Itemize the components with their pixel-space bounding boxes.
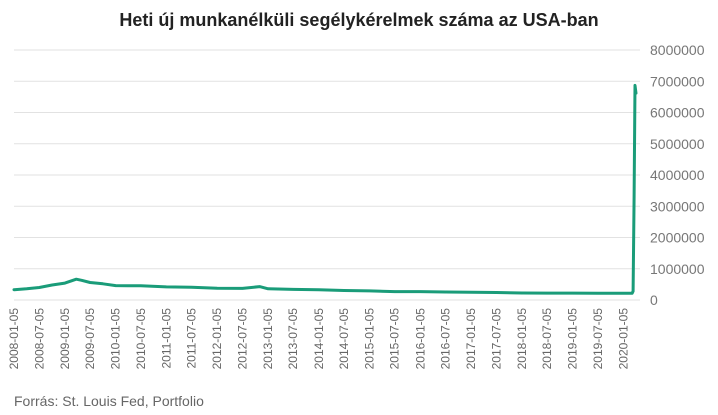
x-tick-label: 2009-01-05 [58, 308, 72, 370]
x-tick-label: 2016-01-05 [413, 308, 427, 370]
x-tick-label: 2010-01-05 [109, 308, 123, 370]
y-axis-ticks: 0 1000000 2000000 3000000 4000000 5000000 6000… [650, 42, 705, 308]
y-tick-label: 0 [650, 292, 658, 308]
source-note: Forrás: St. Louis Fed, Portfolio [14, 393, 204, 409]
x-axis-ticks: 2008-01-05 2008-07-05 2009-01-05 2009-07-05… [7, 308, 630, 370]
chart-title: Heti új munkanélküli segélykérelmek szám… [119, 10, 599, 30]
x-tick-label: 2010-07-05 [134, 308, 148, 370]
x-tick-label: 2019-01-05 [566, 308, 580, 370]
y-tick-label: 8000000 [650, 42, 705, 58]
y-tick-label: 3000000 [650, 198, 705, 214]
x-tick-label: 2011-01-05 [159, 308, 173, 369]
x-tick-label: 2011-07-05 [185, 308, 199, 369]
x-tick-label: 2018-01-05 [515, 308, 529, 370]
x-tick-label: 2016-07-05 [439, 308, 453, 370]
x-tick-label: 2013-01-05 [261, 308, 275, 370]
y-tick-label: 7000000 [650, 73, 705, 89]
x-tick-label: 2018-07-05 [540, 308, 554, 370]
x-tick-label: 2014-01-05 [312, 308, 326, 370]
x-tick-label: 2013-07-05 [286, 308, 300, 370]
x-tick-label: 2014-07-05 [337, 308, 351, 370]
x-tick-label: 2020-01-05 [616, 308, 630, 370]
y-tick-label: 6000000 [650, 105, 705, 121]
x-tick-label: 2019-07-05 [591, 308, 605, 370]
y-tick-label: 1000000 [650, 261, 705, 277]
x-tick-label: 2008-07-05 [32, 308, 46, 370]
y-tick-label: 4000000 [650, 167, 705, 183]
grid-lines [14, 49, 640, 301]
x-tick-label: 2008-01-05 [7, 308, 21, 370]
x-tick-label: 2009-07-05 [83, 308, 97, 370]
x-tick-label: 2015-01-05 [363, 308, 377, 370]
y-tick-label: 5000000 [650, 136, 705, 152]
x-tick-label: 2012-07-05 [235, 308, 249, 370]
x-tick-label: 2015-07-05 [388, 308, 402, 370]
y-tick-label: 2000000 [650, 230, 705, 246]
claims-series-line [12, 83, 638, 295]
x-tick-label: 2017-01-05 [464, 308, 478, 370]
x-tick-label: 2017-07-05 [489, 308, 503, 370]
x-tick-label: 2012-01-05 [210, 308, 224, 370]
